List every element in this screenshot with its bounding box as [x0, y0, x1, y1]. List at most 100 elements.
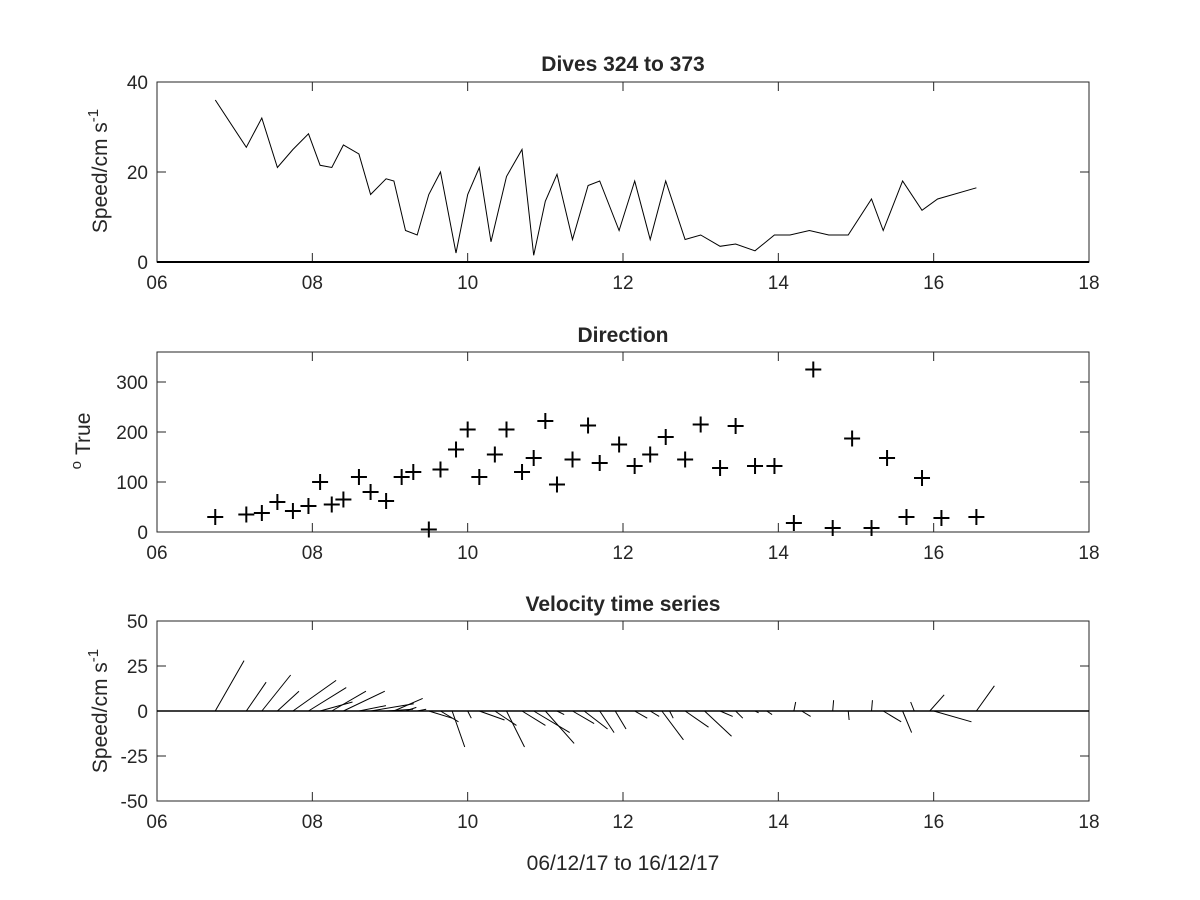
direction-ytick-label: 200 [116, 423, 148, 444]
velocity-panel-series [157, 660, 1089, 748]
direction-marker [564, 451, 581, 468]
direction-marker [300, 498, 317, 514]
velocity-stick [847, 710, 850, 721]
direction-marker [525, 450, 542, 466]
direction-marker [785, 515, 802, 531]
velocity-stick [572, 710, 595, 725]
velocity-stick [319, 701, 353, 712]
direction-marker [378, 493, 395, 509]
speed-line [214, 99, 977, 256]
direction-marker [824, 520, 841, 536]
velocity-xtick-label: 14 [768, 812, 790, 833]
direction-panel-ylabel-sup: o [68, 461, 85, 469]
direction-marker [335, 491, 352, 508]
speed-panel-axes: 06 08 10 12 14 16 18 0 20 40 [127, 73, 1100, 294]
speed-panel-ylabel-sup: -1 [85, 109, 102, 122]
direction-marker [284, 503, 301, 519]
direction-xtick-label: 10 [457, 543, 478, 564]
speed-xtick-label: 14 [768, 273, 790, 294]
direction-marker [448, 441, 465, 458]
velocity-stick [261, 674, 292, 712]
direction-marker [486, 446, 503, 463]
velocity-stick [902, 710, 913, 733]
velocity-panel-ylabel-sup: -1 [85, 649, 102, 662]
velocity-stick [308, 687, 347, 712]
speed-panel-title: Dives 324 to 373 [541, 53, 704, 76]
speed-panel: Dives 324 to 373 Speed/cm s-1 06 08 10 12 14… [85, 53, 1100, 294]
velocity-stick [583, 710, 608, 730]
velocity-stick [754, 710, 759, 714]
direction-panel: Direction o True 06 08 10 12 14 16 18 0 100 200 300 [68, 324, 1100, 564]
direction-xtick-label: 06 [146, 543, 167, 564]
velocity-panel-xlabel: 06/12/17 to 16/12/17 [527, 852, 720, 875]
velocity-stick [910, 701, 915, 712]
direction-marker [238, 506, 255, 523]
direction-marker [312, 474, 329, 490]
velocity-stick [871, 700, 873, 712]
direction-marker [677, 451, 694, 468]
velocity-stick [669, 710, 674, 719]
velocity-panel: Velocity time series Speed/cm s-1 06 08 10… [85, 593, 1100, 875]
velocity-stick [634, 710, 648, 719]
velocity-panel-axes: 06 08 10 12 14 16 18 -50 -25 0 25 50 [121, 612, 1100, 833]
direction-panel-axes: 06 08 10 12 14 16 18 0 100 200 300 [116, 351, 1100, 564]
velocity-stick [929, 694, 945, 712]
direction-marker [642, 446, 659, 463]
direction-marker [514, 464, 531, 480]
velocity-stick [719, 710, 733, 717]
direction-marker [350, 469, 367, 485]
direction-xtick-label: 12 [612, 543, 633, 564]
direction-marker [933, 510, 950, 526]
speed-ytick-label: 40 [127, 73, 148, 94]
velocity-ytick-label: -25 [121, 747, 148, 768]
direction-panel-title: Direction [577, 324, 668, 347]
velocity-ytick-label: -50 [121, 792, 148, 813]
velocity-stick [599, 710, 615, 733]
velocity-stick [292, 679, 337, 712]
velocity-xtick-label: 10 [457, 812, 478, 833]
velocity-ytick-label: 50 [127, 612, 148, 633]
direction-ytick-label: 300 [116, 373, 148, 394]
velocity-stick [614, 710, 627, 730]
speed-panel-ylabel-text: Speed/cm s [89, 122, 112, 233]
direction-ytick-label: 100 [116, 473, 148, 494]
velocity-panel-title: Velocity time series [526, 593, 721, 616]
direction-marker [405, 464, 422, 480]
velocity-xtick-label: 12 [612, 812, 633, 833]
velocity-stick [393, 697, 423, 712]
velocity-stick [793, 701, 797, 712]
velocity-stick [975, 685, 995, 712]
velocity-panel-ylabel: Speed/cm s-1 [85, 649, 112, 773]
direction-marker [269, 494, 286, 510]
speed-ytick-label: 0 [137, 253, 148, 274]
direction-marker [657, 429, 674, 445]
velocity-stick [766, 710, 773, 716]
direction-marker [420, 521, 437, 538]
direction-marker [459, 421, 476, 438]
direction-xtick-label: 08 [302, 543, 323, 564]
direction-marker [580, 417, 597, 434]
direction-marker [968, 509, 985, 525]
direction-panel-ylabel: o True [68, 413, 95, 470]
direction-marker [914, 470, 931, 486]
speed-plot-frame [156, 81, 1090, 263]
direction-marker [537, 413, 554, 429]
direction-marker [498, 421, 515, 438]
speed-panel-series [157, 99, 1089, 263]
velocity-xtick-label: 16 [923, 812, 944, 833]
velocity-panel-ylabel-text: Speed/cm s [89, 662, 112, 773]
velocity-stick [521, 710, 546, 726]
direction-marker [805, 361, 822, 378]
direction-panel-series [207, 361, 985, 538]
direction-marker [727, 418, 744, 434]
velocity-stick [331, 690, 367, 712]
velocity-stick [882, 710, 902, 723]
velocity-stick [428, 710, 453, 719]
velocity-stick [933, 710, 972, 723]
direction-marker [432, 461, 449, 478]
speed-xtick-label: 16 [923, 273, 944, 294]
velocity-stick [479, 710, 505, 721]
direction-marker [898, 509, 915, 525]
direction-marker [362, 484, 379, 500]
direction-marker [626, 458, 643, 474]
